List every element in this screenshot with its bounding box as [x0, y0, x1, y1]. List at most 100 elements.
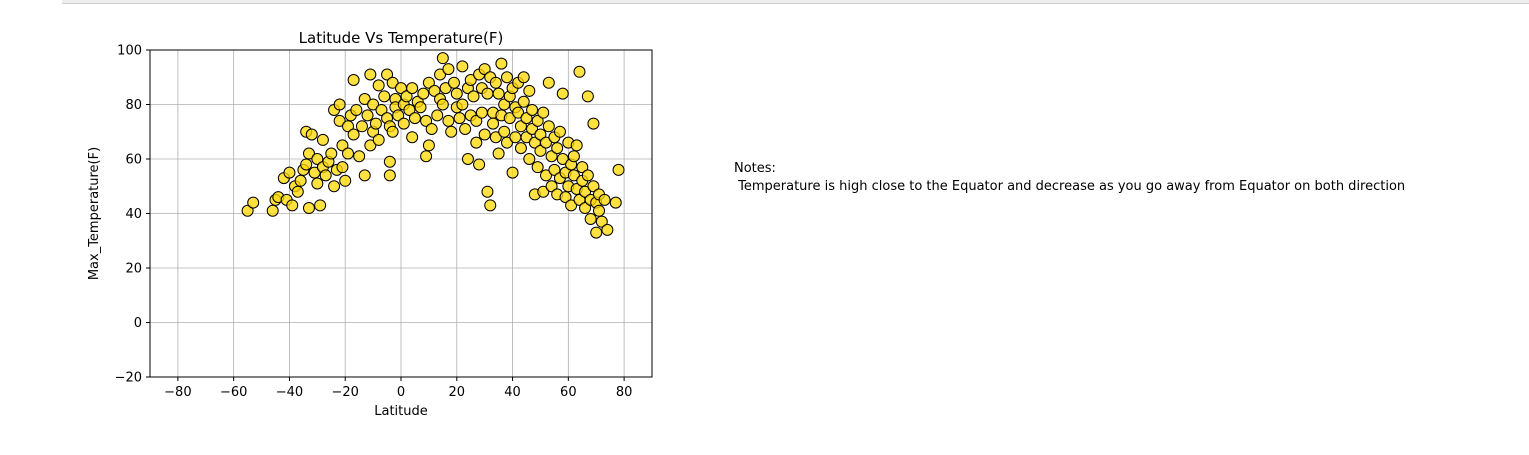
notes-text: Notes: Temperature is high close to the … — [734, 160, 1405, 196]
scatter-point — [470, 114, 483, 127]
scatter-point — [369, 117, 382, 130]
scatter-point — [436, 98, 449, 111]
scatter-point — [595, 215, 608, 228]
scatter-point — [587, 117, 600, 130]
notes-heading: Notes: — [734, 161, 776, 176]
scatter-point — [342, 147, 355, 160]
scatter-point — [336, 161, 349, 174]
scatter-point — [492, 147, 505, 160]
scatter-point — [612, 163, 625, 176]
scatter-point — [495, 57, 508, 70]
scatter-point — [372, 79, 385, 92]
scatter-point — [487, 117, 500, 130]
scatter-point — [364, 68, 377, 81]
scatter-point — [300, 158, 313, 171]
scatter-point — [308, 166, 321, 179]
scatter-point — [453, 112, 466, 125]
scatter-point — [567, 150, 580, 163]
scatter-point — [319, 169, 332, 182]
scatter-point — [353, 150, 366, 163]
scatter-point — [420, 150, 433, 163]
scatter-point — [548, 163, 561, 176]
scatter-point — [450, 87, 463, 100]
scatter-point — [339, 174, 352, 187]
scatter-point — [556, 87, 569, 100]
scatter-point — [531, 114, 544, 127]
scatter-point — [358, 169, 371, 182]
scatter-point — [456, 98, 469, 111]
scatter-point — [506, 166, 519, 179]
x-tick-label: −40 — [276, 385, 303, 400]
scatter-point — [247, 196, 260, 209]
scatter-point — [498, 98, 511, 111]
scatter-point — [520, 112, 533, 125]
x-tick-label: 20 — [449, 385, 466, 400]
scatter-point — [526, 123, 539, 136]
scatter-point — [342, 120, 355, 133]
scatter-point — [311, 177, 324, 190]
y-axis-label: Max_Temperature(F) — [87, 147, 102, 280]
scatter-point — [587, 180, 600, 193]
scatter-point — [542, 120, 555, 133]
scatter-point — [333, 98, 346, 111]
y-tick-label: 0 — [134, 316, 142, 331]
scatter-point — [478, 128, 491, 141]
scatter-point — [556, 153, 569, 165]
scatter-point — [545, 180, 558, 193]
scatter-point — [392, 109, 405, 122]
scatter-point — [464, 73, 477, 86]
cell-output-area: −80 −60 −40 −20 0 20 40 60 80 −20 0 20 40 60 80 100 Lat… — [0, 4, 1529, 455]
scatter-point — [434, 68, 447, 81]
scatter-point — [500, 71, 513, 84]
scatter-point — [381, 68, 394, 81]
scatter-point — [422, 139, 435, 152]
scatter-point — [523, 84, 536, 97]
scatter-point — [509, 131, 522, 144]
scatter-point — [540, 169, 553, 182]
scatter-point — [545, 150, 558, 163]
scatter-point — [294, 174, 307, 187]
scatter-point — [534, 144, 547, 157]
scatter-point — [478, 63, 491, 76]
scatter-point — [514, 120, 527, 133]
scatter-point — [534, 128, 547, 141]
scatter-point — [397, 117, 410, 130]
notebook-cell-border — [62, 0, 1529, 4]
scatter-point — [526, 103, 539, 116]
scatter-point — [314, 199, 327, 212]
scatter-point — [459, 123, 472, 136]
scatter-point — [470, 136, 483, 149]
scatter-point — [520, 131, 533, 144]
scatter-point — [500, 136, 513, 149]
scatter-point — [512, 106, 525, 119]
scatter-point — [456, 60, 469, 73]
y-tick-label: −20 — [115, 371, 142, 386]
scatter-point — [503, 112, 516, 125]
scatter-point — [484, 199, 497, 212]
data-points — [241, 52, 625, 239]
scatter-point — [601, 223, 614, 236]
scatter-point — [400, 90, 413, 103]
scatter-point — [364, 139, 377, 152]
x-tick-label: 40 — [504, 385, 521, 400]
scatter-point — [461, 153, 474, 165]
x-tick-label: 80 — [616, 385, 633, 400]
scatter-point — [445, 125, 458, 138]
scatter-point — [517, 95, 530, 108]
scatter-point — [367, 98, 380, 111]
x-tick-label: −20 — [332, 385, 359, 400]
scatter-point — [386, 76, 399, 89]
scatter-point — [291, 185, 304, 198]
scatter-point — [442, 63, 455, 76]
scatter-point — [406, 82, 419, 95]
chart-title: Latitude Vs Temperature(F) — [299, 29, 504, 47]
scatter-point — [386, 125, 399, 138]
scatter-point — [489, 131, 502, 144]
scatter-point — [481, 185, 494, 198]
scatter-point — [553, 125, 566, 138]
scatter-point — [383, 169, 396, 182]
scatter-point — [559, 191, 572, 204]
scatter-point — [489, 76, 502, 89]
y-tick-label: 60 — [125, 153, 142, 168]
scatter-point — [333, 114, 346, 127]
